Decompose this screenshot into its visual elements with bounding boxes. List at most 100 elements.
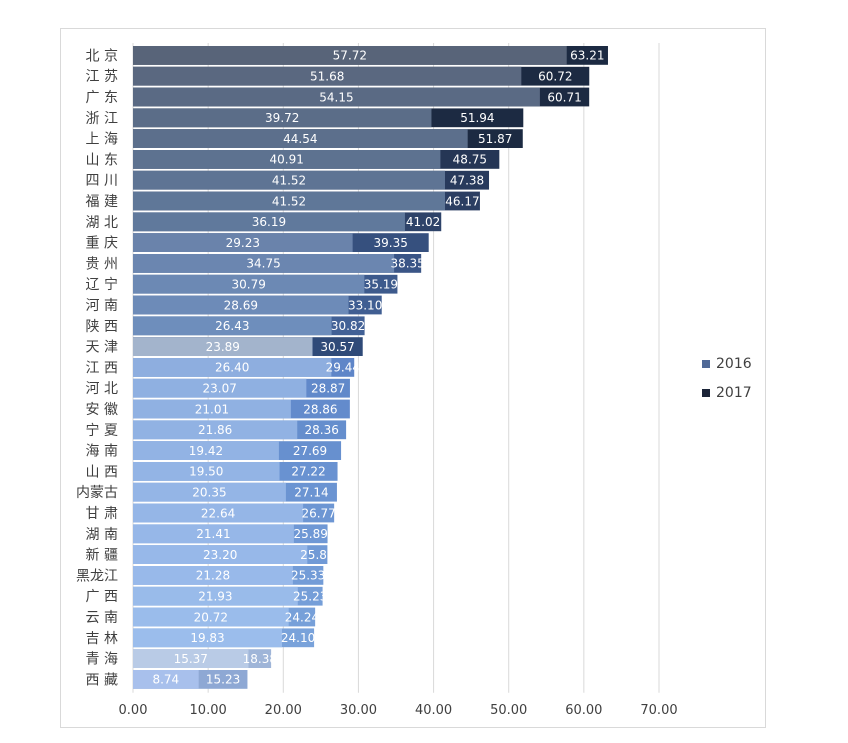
- data-label-2016: 8.74: [152, 673, 179, 687]
- bar-2016-吉林: [133, 628, 283, 648]
- data-label-2017: 29.44: [326, 361, 360, 375]
- bar-2016-黑龙江: [133, 566, 293, 585]
- category-label: 陕 西: [86, 319, 118, 335]
- data-label-2017: 24.10: [281, 631, 315, 645]
- category-label: 广 西: [86, 589, 118, 605]
- data-label-2016: 41.52: [272, 194, 306, 208]
- x-tick-label: 60.00: [565, 703, 602, 718]
- data-label-2016: 23.07: [202, 382, 236, 396]
- category-label: 福 建: [86, 194, 118, 210]
- data-label-2016: 23.89: [206, 340, 240, 354]
- bar-2016-天津: [133, 337, 313, 356]
- bar-2016-宁夏: [133, 420, 298, 440]
- category-label: 北 京: [86, 48, 118, 64]
- data-label-2017: 30.57: [320, 340, 354, 354]
- data-label-2017: 39.35: [373, 236, 407, 250]
- data-label-2017: 28.86: [303, 402, 337, 416]
- data-label-2017: 33.10: [348, 298, 382, 312]
- bar-2016-青海: [133, 649, 249, 668]
- bar-2016-江西: [133, 358, 332, 377]
- data-label-2016: 21.01: [195, 402, 229, 416]
- bar-2016-安徽: [133, 399, 291, 419]
- data-label-2016: 40.91: [270, 153, 304, 167]
- bar-2016-山西: [133, 462, 280, 481]
- x-tick-label: 20.00: [265, 703, 302, 718]
- category-labels: 北 京江 苏广 东浙 江上 海山 东四 川福 建湖 北重 庆贵 州辽 宁河 南陕…: [76, 48, 118, 688]
- data-label-2017: 15.23: [206, 673, 240, 687]
- legend-item-2016: 2016: [702, 356, 752, 372]
- category-label: 重 庆: [86, 236, 118, 252]
- bar-2016-甘肃: [133, 503, 304, 523]
- bar-2016-上海: [133, 129, 468, 148]
- bar-2016-浙江: [133, 108, 432, 128]
- data-label-2017: 28.36: [305, 423, 339, 437]
- data-label-2017: 26.77: [301, 506, 335, 520]
- category-label: 吉 林: [86, 631, 118, 647]
- data-label-2016: 44.54: [283, 132, 317, 146]
- bar-2016-河北: [133, 378, 307, 398]
- data-label-2017: 47.38: [450, 174, 484, 188]
- bar-2016-贵州: [133, 254, 395, 273]
- bar-chart: 57.72 63.21 51.68 60.72 54.15 60.71 39.72 51.94…: [76, 43, 678, 718]
- legend-label-2016: 2016: [716, 356, 752, 372]
- bar-2016-重庆: [133, 233, 353, 252]
- bar-2016-新疆: [133, 545, 308, 564]
- data-label-2017: 27.14: [294, 486, 328, 500]
- bar-2016-辽宁: [133, 274, 365, 294]
- category-label: 新 疆: [86, 548, 118, 564]
- bar-2016-山东: [133, 150, 441, 169]
- bar-2016-广东: [133, 87, 540, 107]
- data-label-2017: 27.69: [293, 444, 327, 458]
- data-label-2016: 19.42: [189, 444, 223, 458]
- category-label: 海 南: [86, 444, 118, 460]
- data-label-2017: 25.87: [300, 548, 334, 562]
- data-label-2016: 34.75: [246, 257, 280, 271]
- bar-2016-河南: [133, 295, 349, 315]
- data-label-2017: 25.33: [291, 569, 325, 583]
- data-label-2017: 27.22: [291, 465, 325, 479]
- x-tick-label: 30.00: [340, 703, 377, 718]
- x-tick-label: 10.00: [190, 703, 227, 718]
- data-label-2016: 26.40: [215, 361, 249, 375]
- x-tick-label: 70.00: [640, 703, 677, 718]
- data-label-2016: 26.43: [215, 319, 249, 333]
- bar-2016-湖北: [133, 212, 405, 232]
- data-label-2017: 18.38: [243, 652, 277, 666]
- bar-2016-北京: [133, 46, 567, 65]
- category-label: 湖 南: [86, 527, 118, 543]
- x-tick-label: 50.00: [490, 703, 527, 718]
- category-label: 宁 夏: [86, 422, 118, 439]
- category-label: 江 西: [86, 360, 118, 376]
- bar-2016-湖南: [133, 524, 294, 544]
- data-label-2016: 19.50: [189, 465, 223, 479]
- bars: 57.72 63.21 51.68 60.72 54.15 60.71 39.72 51.94…: [133, 46, 608, 689]
- data-label-2017: 60.72: [538, 70, 572, 84]
- category-label: 河 南: [86, 298, 118, 314]
- legend-item-2017: 2017: [702, 385, 752, 401]
- data-label-2016: 20.35: [192, 486, 226, 500]
- bar-2016-西藏: [133, 670, 199, 689]
- x-tick-label: 0.00: [119, 703, 148, 718]
- data-label-2016: 20.72: [194, 610, 228, 624]
- data-label-2016: 36.19: [252, 215, 286, 229]
- data-label-2016: 30.79: [232, 278, 266, 292]
- category-label: 安 徽: [86, 402, 118, 418]
- category-label: 西 藏: [86, 672, 118, 688]
- data-label-2017: 46.17: [445, 194, 479, 208]
- legend-swatch-2016: [702, 360, 710, 368]
- data-label-2016: 29.23: [226, 236, 260, 250]
- bar-2016-四川: [133, 170, 445, 190]
- data-label-2016: 21.93: [198, 590, 232, 604]
- category-label: 湖 北: [86, 215, 118, 231]
- category-label: 天 津: [86, 340, 118, 356]
- x-tick-label: 40.00: [415, 703, 452, 718]
- category-label: 贵 州: [86, 256, 118, 272]
- data-label-2017: 24.24: [285, 610, 319, 624]
- category-label: 河 北: [86, 381, 118, 397]
- category-label: 云 南: [86, 610, 118, 626]
- chart-frame: 57.72 63.21 51.68 60.72 54.15 60.71 39.72 51.94…: [60, 28, 766, 728]
- category-label: 黑龙江: [76, 568, 118, 584]
- bar-2016-广西: [133, 586, 298, 606]
- bar-2016-陕西: [133, 316, 332, 336]
- category-label: 甘 肃: [86, 506, 118, 522]
